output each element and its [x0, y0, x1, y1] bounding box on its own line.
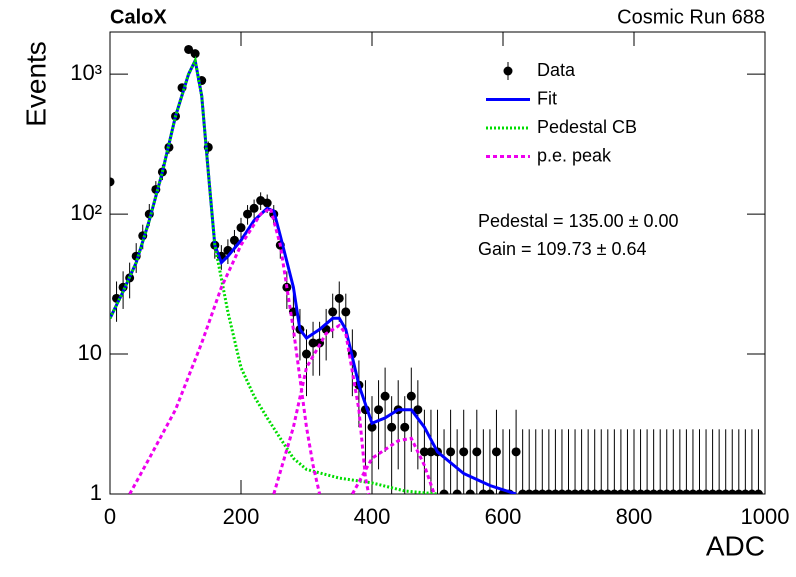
data-point: [190, 49, 200, 59]
data-point: [465, 489, 475, 494]
data-point: [452, 489, 462, 494]
data-point: [485, 489, 495, 494]
x-tick-label: 600: [485, 504, 522, 529]
data-point: [511, 447, 521, 457]
data-point: [413, 405, 423, 415]
fit-line: [128, 206, 436, 494]
plot-area: [110, 44, 763, 494]
x-axis-title: ADC: [706, 530, 765, 561]
data-point: [406, 391, 416, 401]
data-point: [374, 405, 384, 415]
x-tick-label: 0: [104, 504, 116, 529]
data-point: [439, 489, 449, 494]
data-point: [380, 391, 390, 401]
annotation: Pedestal = 135.00 ± 0.00: [478, 211, 679, 231]
data-point: [249, 203, 259, 213]
fit-line: [110, 55, 517, 494]
y-tick-label: 10²: [70, 200, 102, 225]
data-point: [229, 235, 239, 245]
x-tick-label: 800: [616, 504, 653, 529]
y-tick-label: 1: [90, 480, 102, 505]
legend-label: Fit: [537, 88, 557, 108]
data-point: [753, 489, 763, 494]
data-point: [341, 307, 351, 317]
data-point: [236, 223, 246, 233]
fit-line: [110, 55, 438, 494]
legend-marker: [503, 66, 513, 76]
legend-label: p.e. peak: [537, 145, 612, 165]
data-point: [334, 293, 344, 303]
data-point: [459, 447, 469, 457]
data-point: [110, 177, 115, 187]
data-point: [367, 422, 377, 432]
data-point: [400, 422, 410, 432]
x-tick-label: 400: [354, 504, 391, 529]
x-tick-label: 1000: [741, 504, 790, 529]
chart-subtitle: Cosmic Run 688: [617, 6, 765, 28]
data-point: [387, 422, 397, 432]
data-point: [308, 338, 318, 348]
data-point: [302, 349, 311, 359]
data-point: [491, 447, 501, 457]
data-point: [184, 44, 194, 54]
y-tick-label: 10³: [70, 60, 102, 85]
y-tick-label: 10: [78, 340, 102, 365]
data-point: [328, 307, 338, 317]
legend-label: Pedestal CB: [537, 117, 637, 137]
legend-label: Data: [537, 60, 576, 80]
data-point: [243, 209, 253, 219]
y-axis-title: Events: [20, 41, 51, 127]
data-point: [446, 447, 456, 457]
data-point: [262, 198, 272, 208]
data-point: [426, 447, 436, 457]
chart-title: CaloX: [110, 6, 167, 28]
x-tick-label: 200: [223, 504, 260, 529]
data-point: [419, 447, 429, 457]
data-point: [472, 447, 482, 457]
annotation: Gain = 109.73 ± 0.64: [478, 239, 647, 259]
